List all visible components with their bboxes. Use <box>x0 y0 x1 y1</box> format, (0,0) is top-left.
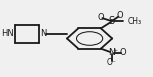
Text: CH₃: CH₃ <box>127 17 141 26</box>
Text: +: + <box>112 48 118 53</box>
Text: HN: HN <box>1 29 14 38</box>
Text: O: O <box>119 48 126 57</box>
Text: S: S <box>109 16 115 26</box>
Text: N: N <box>40 29 47 38</box>
Text: N: N <box>108 48 115 57</box>
Text: O⁻: O⁻ <box>107 58 117 67</box>
Text: O: O <box>98 13 104 22</box>
Text: O: O <box>117 11 123 20</box>
